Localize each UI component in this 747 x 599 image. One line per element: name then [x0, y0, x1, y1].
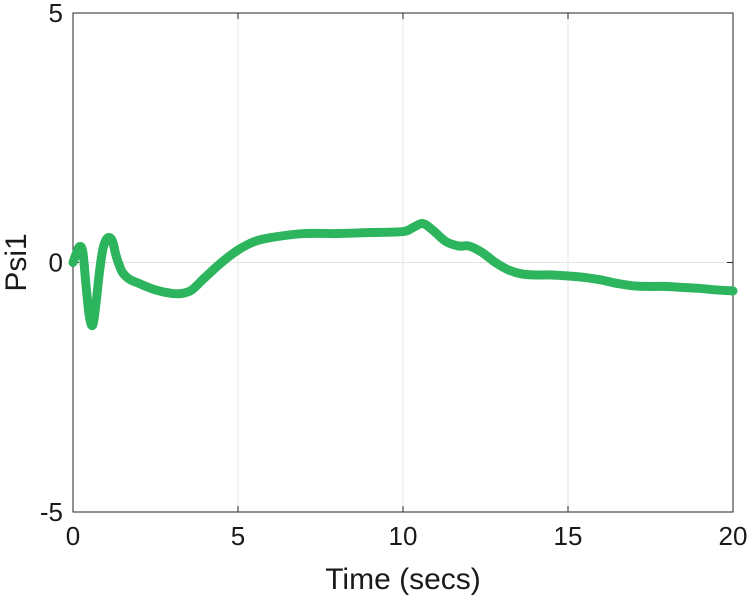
y-tick-label: 0	[49, 248, 63, 278]
tick-labels: 0 5 10 15 20-505	[40, 0, 747, 551]
x-tick-label: 0	[66, 521, 80, 551]
data-series	[68, 219, 738, 331]
x-tick-label: 5	[231, 521, 245, 551]
x-tick-label: 15	[554, 521, 583, 551]
y-tick-label: -5	[40, 497, 63, 527]
x-axis-label: Time (secs)	[325, 563, 481, 596]
x-tick-label: 10	[389, 521, 418, 551]
x-tick-label: 20	[719, 521, 747, 551]
series-line	[68, 219, 738, 331]
y-axis-label: Psi1	[0, 233, 33, 291]
y-tick-label: 5	[49, 0, 63, 28]
grid-lines	[73, 13, 733, 512]
